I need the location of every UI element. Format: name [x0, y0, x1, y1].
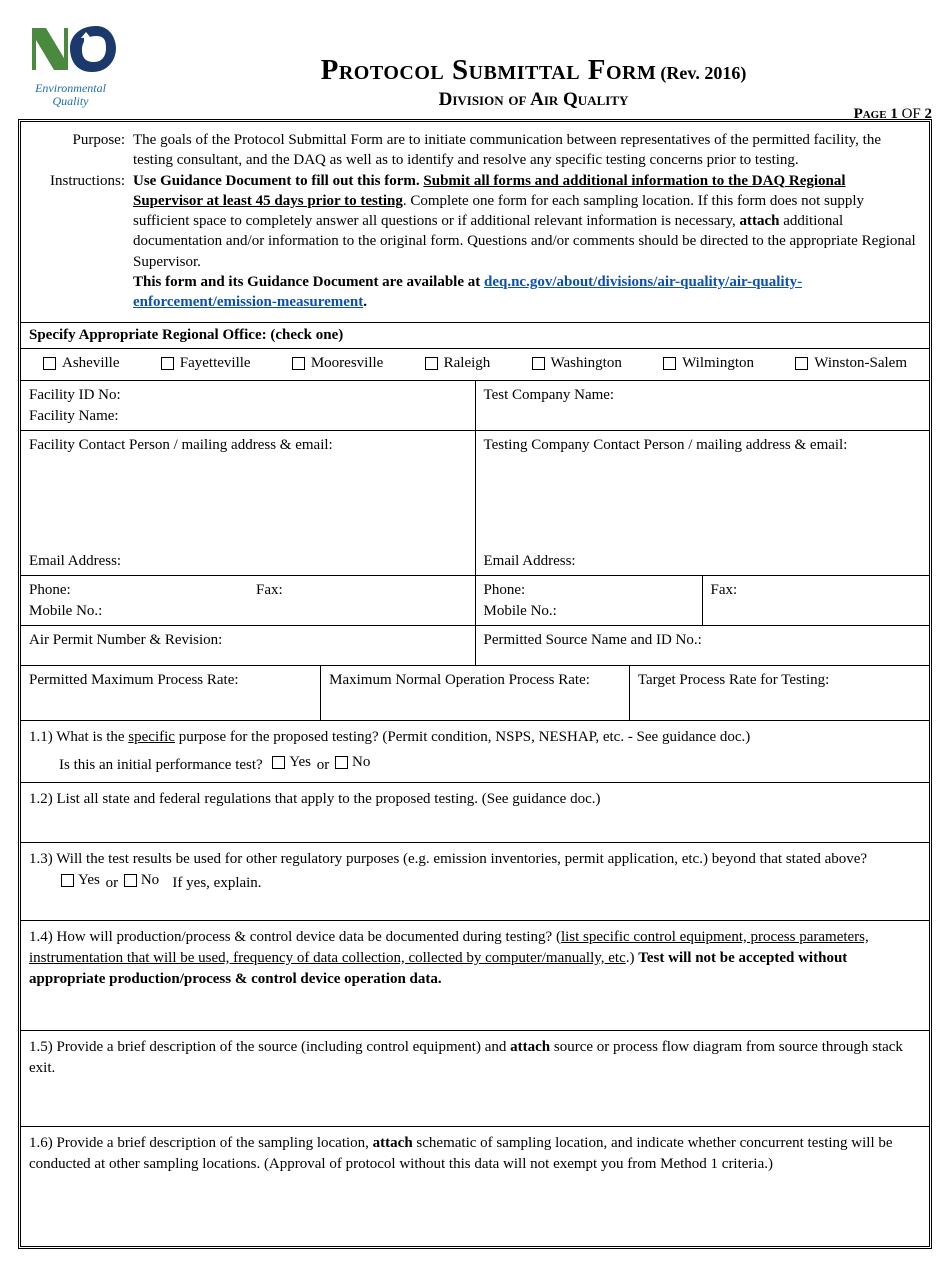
checkbox-icon: [663, 357, 676, 370]
cell-facility-contact[interactable]: Facility Contact Person / mailing addres…: [21, 430, 475, 576]
checkbox-icon: [425, 357, 438, 370]
purpose-text: The goals of the Protocol Submittal Form…: [133, 130, 917, 171]
question-1-5[interactable]: 1.5) Provide a brief description of the …: [21, 1030, 929, 1126]
form-frame: Purpose: The goals of the Protocol Submi…: [18, 119, 932, 1249]
purpose-label: Purpose:: [33, 130, 125, 171]
logo-text-2: Quality: [18, 95, 123, 108]
checkbox-icon: [292, 357, 305, 370]
checkbox-icon: [532, 357, 545, 370]
cell-permit-number[interactable]: Air Permit Number & Revision:: [21, 625, 475, 665]
process-rate-table: Permitted Maximum Process Rate: Maximum …: [21, 665, 929, 720]
question-1-4[interactable]: 1.4) How will production/process & contr…: [21, 920, 929, 1030]
checkbox-icon: [272, 756, 285, 769]
office-asheville[interactable]: Asheville: [43, 355, 120, 372]
checkbox-icon: [161, 357, 174, 370]
q13-no[interactable]: No: [124, 870, 159, 891]
cell-target-rate[interactable]: Target Process Rate for Testing:: [629, 666, 929, 720]
question-1-6[interactable]: 1.6) Provide a brief description of the …: [21, 1126, 929, 1246]
q11-yes[interactable]: Yes: [272, 752, 311, 773]
deq-logo: Environmental Quality: [18, 20, 123, 108]
cell-testing-phone[interactable]: Phone:Mobile No.:: [475, 576, 702, 626]
cell-source-name[interactable]: Permitted Source Name and ID No.:: [475, 625, 929, 665]
question-1-3[interactable]: 1.3) Will the test results be used for o…: [21, 842, 929, 920]
page-number: Page 1 of 2: [854, 106, 932, 123]
q11-no[interactable]: No: [335, 752, 370, 773]
title-block: Protocol Submittal Form (Rev. 2016) Divi…: [135, 20, 932, 111]
question-1-2[interactable]: 1.2) List all state and federal regulati…: [21, 782, 929, 842]
instructions-text: Use Guidance Document to fill out this f…: [133, 171, 917, 313]
cell-normal-rate[interactable]: Maximum Normal Operation Process Rate:: [321, 666, 630, 720]
cell-test-company[interactable]: Test Company Name:: [475, 381, 929, 430]
page-header: Environmental Quality Protocol Submittal…: [18, 20, 932, 111]
intro-section: Purpose: The goals of the Protocol Submi…: [21, 122, 929, 323]
instructions-label: Instructions:: [33, 171, 125, 313]
regional-office-head: Specify Appropriate Regional Office: (ch…: [21, 323, 929, 349]
facility-info-table: Facility ID No: Facility Name: Test Comp…: [21, 381, 929, 665]
cell-testing-fax[interactable]: Fax:: [702, 576, 929, 626]
cell-facility-id-name[interactable]: Facility ID No: Facility Name:: [21, 381, 475, 430]
regional-office-options: Asheville Fayetteville Mooresville Ralei…: [21, 349, 929, 381]
checkbox-icon: [335, 756, 348, 769]
question-1-1[interactable]: 1.1) What is the specific purpose for th…: [21, 720, 929, 782]
cell-facility-phone[interactable]: Phone:Mobile No.:: [21, 576, 248, 626]
cell-max-rate[interactable]: Permitted Maximum Process Rate:: [21, 666, 321, 720]
office-raleigh[interactable]: Raleigh: [425, 355, 491, 372]
checkbox-icon: [61, 874, 74, 887]
form-subtitle: Division of Air Quality: [135, 89, 932, 111]
office-washington[interactable]: Washington: [532, 355, 622, 372]
form-title: Protocol Submittal Form: [321, 54, 657, 86]
nc-logo-mark: [26, 20, 116, 80]
checkbox-icon: [124, 874, 137, 887]
checkbox-icon: [43, 357, 56, 370]
cell-testing-contact[interactable]: Testing Company Contact Person / mailing…: [475, 430, 929, 576]
form-revision: (Rev. 2016): [660, 63, 746, 83]
office-fayetteville[interactable]: Fayetteville: [161, 355, 251, 372]
office-winston-salem[interactable]: Winston-Salem: [795, 355, 907, 372]
office-mooresville[interactable]: Mooresville: [292, 355, 384, 372]
checkbox-icon: [795, 357, 808, 370]
office-wilmington[interactable]: Wilmington: [663, 355, 754, 372]
q13-yes[interactable]: Yes: [61, 870, 100, 891]
cell-facility-fax[interactable]: Fax:: [248, 576, 475, 626]
